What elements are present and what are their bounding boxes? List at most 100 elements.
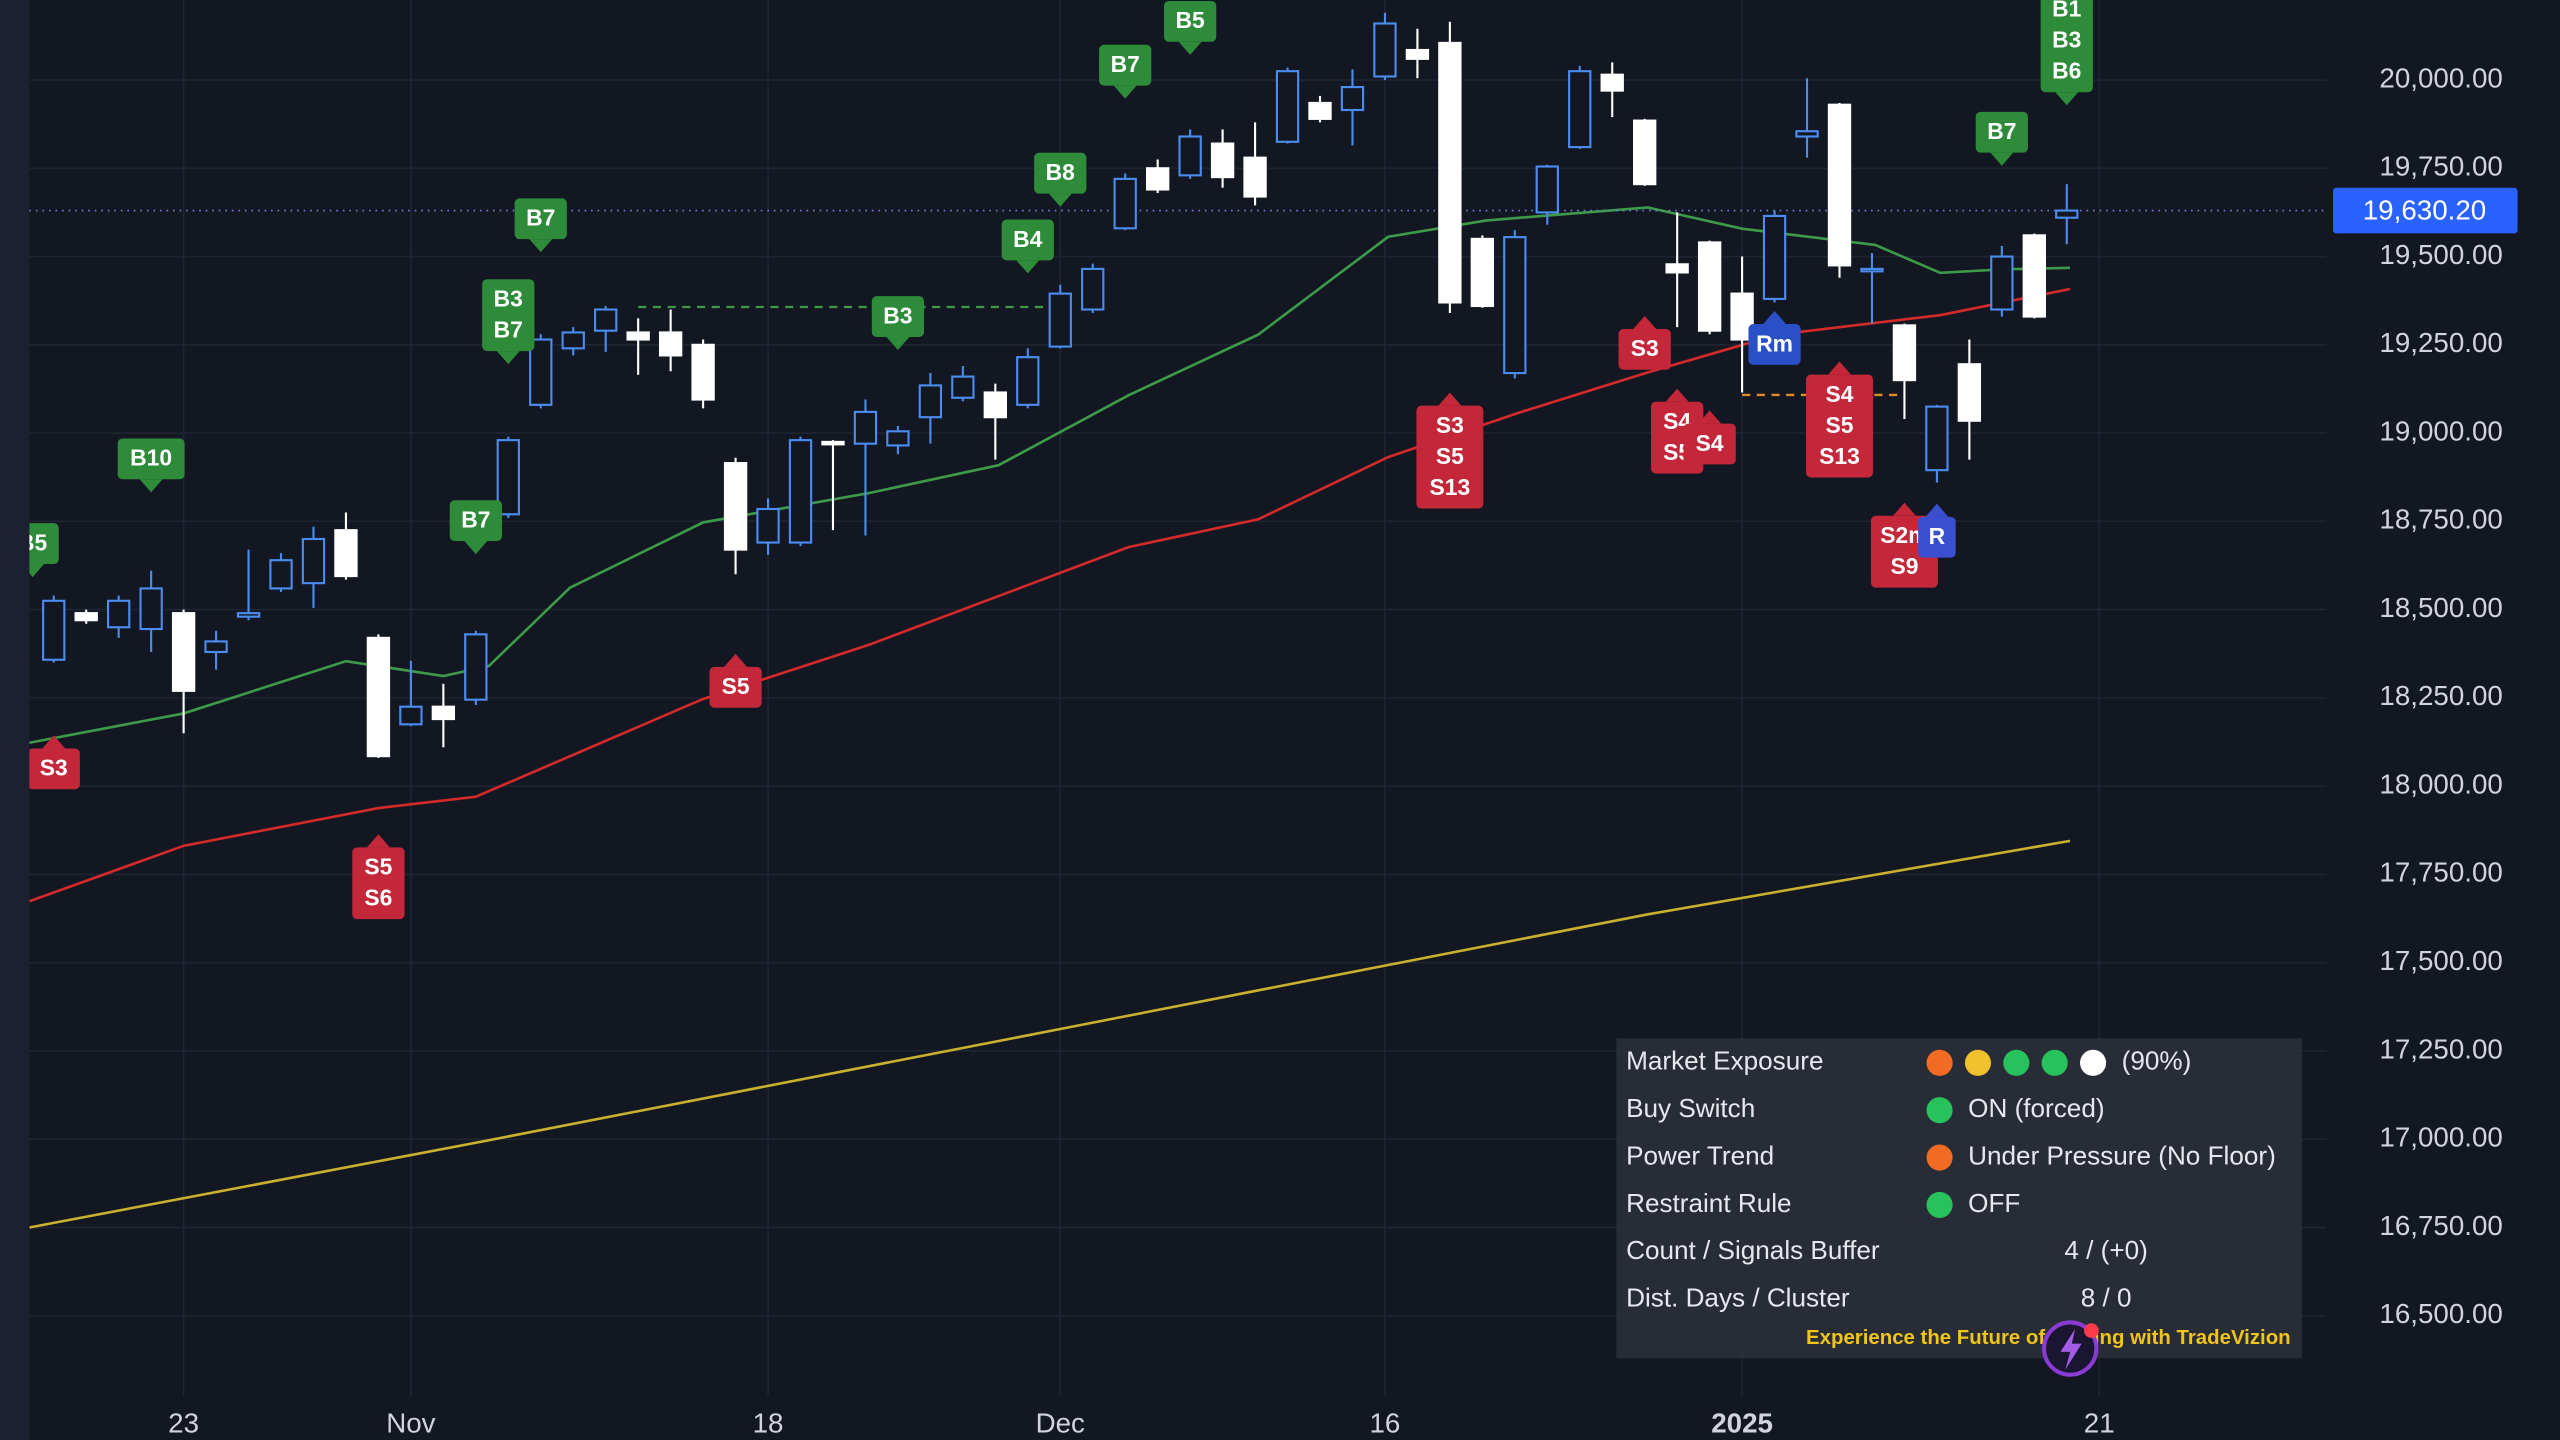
signal-pointer <box>1016 260 1040 274</box>
signal-text: Rm <box>1756 330 1793 356</box>
signal-text: B1 <box>2052 0 2081 22</box>
signal-text: S4 <box>1826 381 1854 407</box>
panel-value: ON (forced) <box>1968 1093 2104 1123</box>
signal-pointer <box>1925 503 1949 517</box>
ma-line <box>29 839 2071 1229</box>
candle-body <box>1568 70 1592 149</box>
candle-body <box>1633 119 1657 186</box>
signal-box <box>1099 44 1152 86</box>
signal-pointer <box>29 564 45 578</box>
signal-box <box>1748 324 1801 365</box>
signal-label: S3 <box>1618 315 1671 370</box>
candle-body <box>301 537 326 585</box>
candle-body <box>366 636 391 758</box>
signal-text: S3 <box>40 755 68 781</box>
candle-body <box>1762 214 1787 300</box>
candle-body <box>1860 267 1884 273</box>
status-dot <box>2041 1049 2068 1076</box>
signal-pointer <box>724 653 748 667</box>
candle-body <box>1892 324 1917 382</box>
x-tick-label: Dec <box>1036 1408 1085 1439</box>
y-tick-label: 19,750.00 <box>2379 151 2502 182</box>
y-tick-label: 20,000.00 <box>2379 62 2502 93</box>
candle-body <box>2055 209 2079 219</box>
candle-body <box>1990 255 2014 311</box>
candle-body <box>529 338 553 406</box>
candle-body <box>788 439 813 544</box>
status-dot <box>2080 1049 2107 1076</box>
signal-box <box>1975 111 2028 153</box>
left-strip <box>0 0 30 1440</box>
panel-label: Dist. Days / Cluster <box>1626 1282 1850 1312</box>
signal-label: B5 <box>29 523 59 578</box>
signal-text: S5 <box>1826 412 1854 438</box>
candle-body <box>1827 103 1852 267</box>
candle-body <box>1178 135 1202 177</box>
x-tick-label: 2025 <box>1711 1408 1773 1439</box>
candle-body <box>74 612 98 622</box>
signal-box <box>1034 152 1087 194</box>
signal-box <box>514 198 567 240</box>
x-tick-label: 21 <box>2084 1408 2115 1439</box>
info-panel: Market Exposure (90%) Buy Switch ON (forced… <box>1616 1038 2303 1377</box>
candle-body <box>1957 363 1982 422</box>
signal-pointer <box>1990 152 2014 166</box>
signal-box <box>29 748 80 790</box>
candle-body <box>1730 292 1754 341</box>
signal-pointer <box>886 336 910 351</box>
signal-text: R <box>1929 523 1946 549</box>
signal-label: S3 S5 S13 <box>1416 392 1484 509</box>
status-dot <box>1926 1144 1953 1171</box>
signal-label: R <box>1918 503 1956 558</box>
candle-body <box>139 587 163 631</box>
panel-label: Restraint Rule <box>1626 1188 1791 1218</box>
signal-pointer <box>1763 310 1786 325</box>
candle-body <box>236 612 261 618</box>
signal-pointer <box>42 735 66 749</box>
candle-body <box>1210 142 1235 179</box>
candle-body <box>983 391 1007 419</box>
signal-box <box>482 279 535 352</box>
signal-label: B7 <box>1099 44 1152 99</box>
signal-pointer <box>1113 85 1137 99</box>
signal-text: S5 <box>1436 443 1464 469</box>
y-tick-label: 17,000.00 <box>2379 1122 2502 1153</box>
signal-text: B7 <box>1987 118 2016 144</box>
signal-label: B1 B3 B6 <box>2040 0 2093 106</box>
signal-label: S3 <box>29 735 80 790</box>
candle-body <box>204 640 228 654</box>
candle-body <box>431 705 456 721</box>
candle-body <box>1405 48 1430 60</box>
signal-pointer <box>1828 361 1851 375</box>
candle-body <box>1697 241 1722 332</box>
signal-label: B5 <box>1164 0 1217 55</box>
y-tick-label: 19,500.00 <box>2379 239 2502 270</box>
candle-body <box>756 507 780 544</box>
candle-body <box>1016 356 1040 406</box>
candle-body <box>1470 237 1495 308</box>
x-tick-label: 16 <box>1370 1408 1401 1439</box>
candle-body <box>853 410 878 445</box>
candle-body <box>1665 263 1689 274</box>
signal-text: B8 <box>1046 159 1075 185</box>
signal-text: S3 <box>1631 335 1659 361</box>
candle-body <box>658 331 683 357</box>
candle-body <box>1373 22 1397 78</box>
signal-pointer <box>1048 193 1072 207</box>
candle-body <box>594 308 618 332</box>
signal-pointer <box>1665 388 1689 402</box>
signal-label: B8 <box>1034 152 1087 207</box>
y-tick-label: 17,250.00 <box>2379 1033 2502 1064</box>
candle-body <box>1308 101 1332 120</box>
candle-body <box>1048 292 1072 348</box>
panel-label: Market Exposure <box>1626 1046 1823 1076</box>
panel-value: Under Pressure (No Floor) <box>1968 1140 2276 1170</box>
signal-text: S4 <box>1696 430 1724 456</box>
signal-label: B4 <box>1001 219 1054 274</box>
signal-box <box>1164 0 1217 42</box>
panel-label: Count / Signals Buffer <box>1626 1235 1880 1265</box>
y-tick-label: 19,000.00 <box>2379 415 2502 446</box>
status-dot <box>1926 1049 1953 1076</box>
